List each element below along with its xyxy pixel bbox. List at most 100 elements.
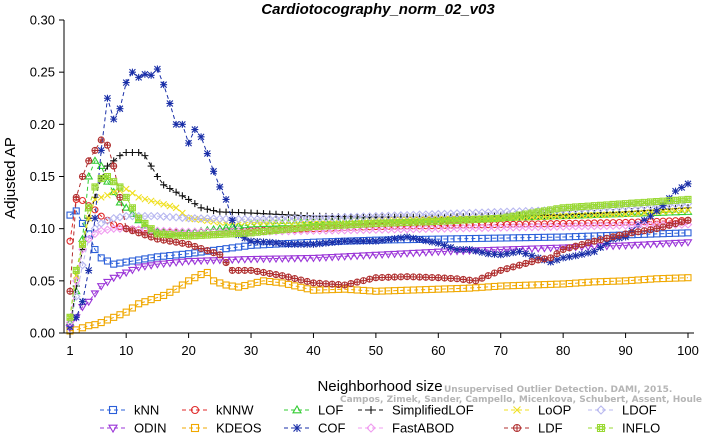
- data-point: [340, 253, 350, 261]
- data-point: [665, 194, 673, 202]
- data-point: [166, 202, 174, 210]
- data-point: [590, 202, 598, 210]
- data-point: [234, 229, 243, 238]
- data-point: [253, 238, 261, 246]
- data-point: [408, 249, 418, 258]
- data-point: [327, 226, 337, 235]
- data-point: [78, 173, 87, 180]
- data-point: [116, 193, 124, 201]
- data-point: [578, 241, 586, 248]
- watermark-line-1: Unsupervised Outlier Detection. DAMI, 20…: [444, 385, 672, 395]
- data-point: [203, 205, 211, 213]
- data-point: [671, 239, 680, 248]
- data-point: [146, 262, 156, 270]
- data-point: [66, 211, 74, 219]
- x-tick-label: 70: [493, 343, 507, 358]
- data-point: [577, 221, 587, 231]
- legend-marker: [596, 423, 606, 433]
- data-point: [316, 222, 324, 230]
- data-point: [484, 215, 492, 223]
- data-point: [291, 275, 299, 283]
- data-point: [66, 287, 74, 295]
- data-point: [472, 277, 480, 285]
- data-point: [459, 275, 467, 283]
- data-point: [359, 212, 368, 221]
- data-point: [646, 201, 655, 210]
- data-point: [296, 214, 306, 223]
- data-point: [434, 209, 443, 219]
- data-point: [684, 206, 692, 214]
- data-point: [596, 221, 605, 231]
- data-point: [621, 242, 631, 250]
- data-point: [210, 207, 218, 215]
- data-point: [646, 241, 656, 249]
- data-point: [409, 224, 418, 234]
- y-tick-label: 0.15: [30, 169, 55, 184]
- data-point: [352, 212, 362, 222]
- data-point: [558, 222, 568, 231]
- data-point: [241, 229, 249, 237]
- data-point: [422, 237, 430, 245]
- data-point: [427, 224, 437, 234]
- data-point: [508, 223, 518, 232]
- data-point: [359, 237, 367, 245]
- data-point: [315, 254, 325, 263]
- data-point: [227, 222, 237, 230]
- legend-marker: [512, 423, 522, 433]
- data-point: [646, 198, 655, 206]
- data-point: [197, 204, 205, 212]
- data-point: [252, 255, 262, 264]
- series-kdeos: [66, 268, 692, 335]
- data-point: [341, 221, 349, 229]
- data-point: [71, 292, 81, 301]
- data-point: [664, 240, 674, 248]
- legend-label: LoOP: [538, 403, 571, 418]
- data-point: [447, 217, 455, 225]
- data-point: [265, 255, 275, 264]
- data-point: [683, 239, 693, 247]
- data-point: [72, 313, 80, 321]
- data-point: [259, 255, 268, 264]
- series-line: [69, 241, 689, 329]
- data-point: [608, 242, 618, 251]
- legend-label: COF: [318, 421, 346, 434]
- data-point: [653, 207, 661, 215]
- y-tick-label: 0.30: [30, 13, 55, 28]
- data-point: [259, 214, 268, 224]
- data-point: [196, 257, 206, 266]
- data-point: [284, 255, 293, 263]
- axes: 0.00 0.05 0.10 0.15 0.20 0.25 0.30 1 10 20 30 40 50 6…: [30, 13, 699, 359]
- data-point: [141, 152, 149, 160]
- data-point: [277, 255, 287, 263]
- data-point: [309, 279, 318, 287]
- legend-label: LDF: [538, 421, 563, 434]
- data-point: [102, 278, 112, 287]
- data-point: [166, 231, 174, 239]
- data-point: [135, 149, 143, 157]
- data-point: [309, 223, 318, 231]
- data-point: [227, 256, 237, 265]
- data-point: [628, 199, 636, 207]
- data-point: [103, 162, 111, 170]
- data-point: [353, 237, 361, 245]
- data-point: [346, 212, 356, 222]
- data-point: [390, 225, 399, 234]
- data-point: [103, 141, 112, 149]
- data-point: [653, 225, 661, 233]
- data-point: [621, 202, 630, 212]
- data-point: [603, 239, 611, 247]
- data-point: [359, 277, 367, 285]
- data-point: [590, 221, 599, 231]
- data-point: [334, 221, 342, 229]
- data-point: [628, 210, 636, 218]
- series-ldf: [66, 136, 692, 295]
- data-point: [559, 204, 567, 212]
- data-point: [614, 209, 624, 218]
- data-point: [578, 212, 586, 219]
- data-point: [664, 208, 674, 216]
- legend-item-ldof: LDOF: [588, 403, 657, 418]
- data-point: [596, 243, 606, 251]
- data-point: [622, 230, 630, 238]
- data-point: [447, 274, 455, 282]
- data-point: [466, 246, 474, 254]
